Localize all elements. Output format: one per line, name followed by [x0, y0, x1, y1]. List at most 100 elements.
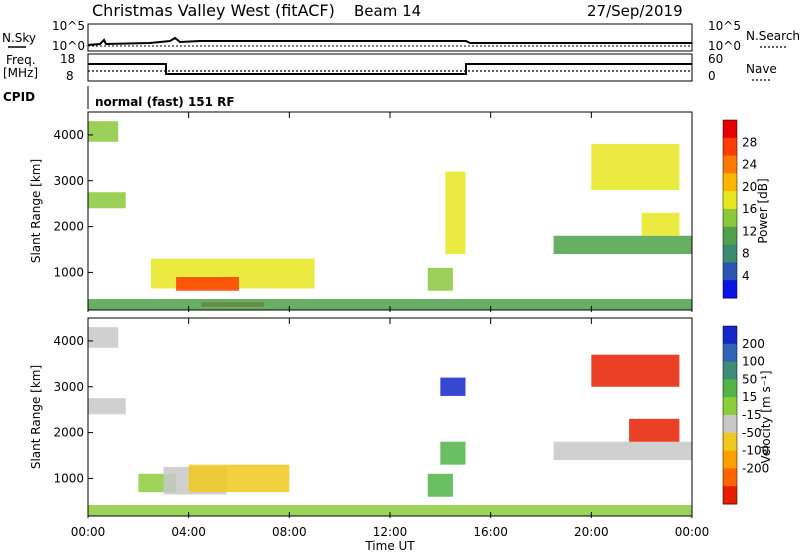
power-colorbar: 4 8 12 16 20 24 28 — [722, 119, 757, 299]
power-echo-region — [641, 212, 680, 236]
power-colorbar-swatch — [723, 226, 737, 246]
velocity-colorbar-label: Velocity [m s⁻¹] — [759, 370, 773, 463]
station-title: Christmas Valley West (fitACF) — [92, 1, 335, 20]
freq-label-line1: Freq. — [6, 53, 36, 67]
noise-search-label: N.Search — [746, 29, 800, 43]
date-label: 27/Sep/2019 — [587, 2, 683, 20]
power-range-tick-label: 4000 — [53, 128, 84, 142]
velocity-echo-region — [88, 505, 692, 516]
power-range-ticks: 1000 2000 3000 4000 — [53, 128, 93, 279]
power-colorbar-swatch — [723, 155, 737, 174]
power-echo-region — [445, 171, 466, 255]
velocity-colorbar-tick-label: -200 — [742, 461, 769, 475]
velocity-colorbar-swatch — [723, 415, 737, 434]
beam-label: Beam 14 — [354, 2, 421, 20]
freq-label-line2: [MHz] — [3, 66, 38, 80]
time-tick-label: 20:00 — [574, 525, 609, 539]
power-colorbar-swatch — [723, 120, 737, 139]
noise-right-tick-low: 10^0 — [708, 39, 741, 53]
velocity-colorbar-tick-label: -100 — [742, 444, 769, 458]
time-tick-label: 16:00 — [473, 525, 508, 539]
velocity-panel: Slant Range [km] 1000 2000 3000 4000 200 100… — [29, 317, 773, 517]
nave-right-tick-high: 60 — [708, 52, 723, 66]
power-range-tick-label: 1000 — [53, 265, 84, 279]
velocity-colorbar-tick-label: 15 — [742, 390, 757, 404]
power-colorbar-tick-label: 16 — [742, 202, 757, 216]
velocity-colorbar-swatch — [723, 486, 737, 505]
time-tick-label: 00:00 — [675, 525, 710, 539]
velocity-echo-region — [427, 473, 453, 497]
power-echo-region — [88, 299, 692, 310]
time-tick-label: 00:00 — [71, 525, 106, 539]
power-colorbar-swatch — [723, 209, 737, 228]
velocity-range-tick-label: 1000 — [53, 471, 84, 485]
velocity-colorbar-swatch — [723, 450, 737, 469]
velocity-colorbar-swatch — [723, 326, 737, 345]
cpid-label: CPID — [3, 90, 35, 104]
velocity-echo-region — [188, 464, 290, 493]
velocity-colorbar-swatch — [723, 379, 737, 398]
power-echo-region — [88, 192, 126, 209]
power-range-axis-label: Slant Range [km] — [29, 159, 43, 263]
power-colorbar-tick-label: 28 — [742, 135, 757, 149]
noise-sky-label: N.Sky — [2, 31, 36, 45]
velocity-colorbar-frame — [722, 325, 738, 505]
power-colorbar-tick-label: 12 — [742, 224, 757, 238]
power-colorbar-swatch — [723, 191, 737, 210]
noise-left-tick-high: 10^5 — [52, 19, 85, 33]
velocity-colorbar-swatch — [723, 361, 737, 380]
velocity-echo-region — [591, 354, 680, 387]
velocity-colorbar-tick-label: 200 — [742, 337, 765, 351]
velocity-colorbar-tick-label: 100 — [742, 355, 765, 369]
cpid-program: normal (fast) 151 RF — [95, 95, 235, 109]
time-axis-label: Time UT — [364, 539, 415, 553]
velocity-range-axis-label: Slant Range [km] — [29, 365, 43, 469]
power-echo-region — [88, 121, 119, 142]
power-colorbar-tick-label: 24 — [742, 158, 757, 172]
velocity-colorbar-swatch — [723, 343, 737, 363]
power-echo-region — [591, 144, 680, 190]
velocity-colorbar: 200 100 50 15 -15 -50 -100 -200 — [722, 325, 769, 505]
freq-trace — [88, 63, 692, 75]
velocity-colorbar-tick-label: 50 — [742, 372, 757, 386]
noise-sky-trace — [87, 36, 692, 46]
freq-panel — [87, 53, 693, 82]
noise-right-tick-high: 10^5 — [708, 19, 741, 33]
nave-right-tick-low: 0 — [708, 69, 716, 83]
power-colorbar-swatch — [723, 137, 737, 157]
velocity-echo-region — [88, 327, 119, 348]
time-tick-label: 04:00 — [171, 525, 206, 539]
velocity-echo-region — [88, 398, 126, 415]
power-colorbar-tick-label: 4 — [742, 269, 750, 283]
velocity-range-tick-label: 3000 — [53, 380, 84, 394]
velocity-echo-region — [440, 441, 466, 465]
velocity-range-tick-label: 4000 — [53, 334, 84, 348]
velocity-colorbar-tick-label: -50 — [742, 426, 762, 440]
velocity-colorbar-swatch — [723, 397, 737, 416]
power-echo-region — [176, 277, 239, 291]
nave-label: Nave — [746, 62, 777, 76]
power-colorbar-tick-label: 20 — [742, 180, 757, 194]
power-colorbar-swatch — [723, 280, 737, 299]
velocity-colorbar-swatch — [723, 468, 737, 487]
power-echo-region — [553, 235, 692, 255]
power-colorbar-frame — [722, 119, 738, 299]
velocity-colorbar-tick-label: -15 — [742, 408, 762, 422]
power-range-tick-label: 2000 — [53, 220, 84, 234]
time-axis-ticks: 00:00 04:00 08:00 12:00 16:00 20:00 00:00 — [71, 112, 710, 539]
noise-left-tick-low: 10^0 — [52, 39, 85, 53]
velocity-range-tick-label: 2000 — [53, 426, 84, 440]
power-colorbar-swatch — [723, 244, 737, 263]
velocity-echo-region — [629, 418, 680, 442]
power-colorbar-swatch — [723, 173, 737, 192]
power-echo-region — [427, 267, 453, 291]
velocity-echo-region — [553, 441, 692, 461]
power-colorbar-label: Power [dB] — [756, 178, 770, 243]
power-colorbar-tick-label: 8 — [742, 247, 750, 261]
power-plot-area — [88, 121, 692, 310]
freq-left-tick-low: 8 — [66, 69, 74, 83]
power-colorbar-swatch — [723, 262, 737, 281]
power-range-tick-label: 3000 — [53, 174, 84, 188]
power-panel: Slant Range [km] 1000 2000 3000 4000 4 8 12 16… — [29, 111, 770, 311]
